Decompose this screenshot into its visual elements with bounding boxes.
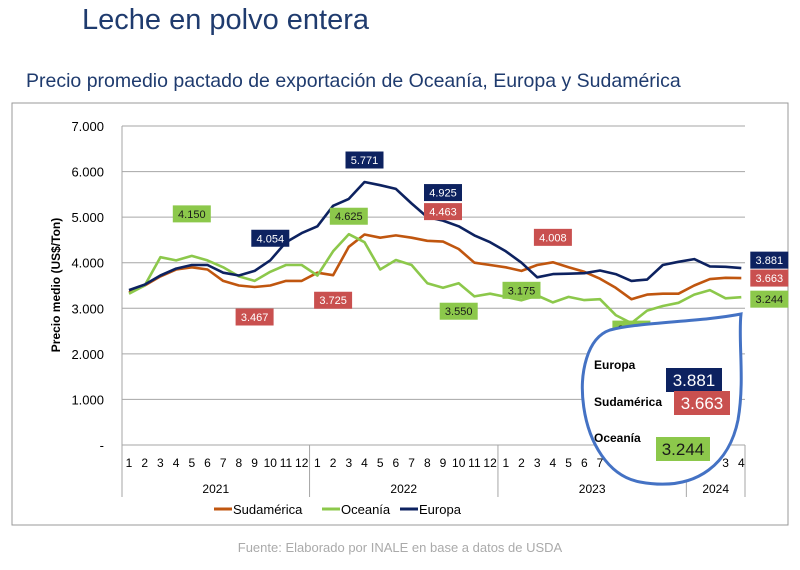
y-tick-label: 1.000	[71, 392, 104, 407]
x-tick-label: 7	[408, 456, 415, 470]
data-label: 3.881	[756, 255, 784, 267]
page-title: Leche en polvo entera	[82, 4, 369, 36]
x-tick-label: 5	[188, 456, 195, 470]
source-note: Fuente: Elaborado por INALE en base a da…	[237, 540, 563, 555]
x-tick-label: 8	[424, 456, 431, 470]
data-label-box	[314, 291, 353, 309]
year-label: 2021	[202, 482, 229, 496]
y-tick-label: 4.000	[71, 256, 104, 271]
y-axis-label: Precio medio (US$/Ton)	[49, 218, 63, 352]
data-label-box	[251, 229, 290, 247]
legend-label: Sudamérica	[233, 502, 303, 517]
data-label-box	[345, 151, 384, 169]
x-tick-label: 3	[722, 456, 729, 470]
callout-value: 3.881	[673, 371, 716, 390]
series-line-oceanía	[128, 232, 742, 325]
year-label: 2024	[702, 482, 729, 496]
x-tick-label: 4	[361, 456, 368, 470]
data-label-box	[750, 290, 789, 308]
x-tick-label: 12	[295, 456, 309, 470]
callout-label: Sudamérica	[594, 395, 662, 409]
y-tick-label: -	[100, 438, 104, 453]
callout-value-box	[674, 391, 730, 415]
x-tick-label: 1	[314, 456, 321, 470]
series-line-sudamérica	[128, 233, 742, 301]
data-label-box	[502, 281, 541, 299]
y-tick-label: 7.000	[71, 119, 104, 134]
x-tick-label: 2	[518, 456, 525, 470]
x-tick-label: 10	[264, 456, 278, 470]
data-label-box	[439, 302, 478, 320]
x-tick-label: 6	[204, 456, 211, 470]
data-label: 3.663	[756, 273, 784, 285]
legend-label: Oceanía	[341, 502, 391, 517]
x-tick-label: 9	[251, 456, 258, 470]
x-tick-label: 7	[597, 456, 604, 470]
data-label-box	[424, 184, 462, 202]
data-label: 3.175	[508, 285, 536, 297]
data-label: 4.463	[429, 207, 457, 219]
callout-value: 3.244	[662, 440, 705, 459]
x-tick-label: 12	[483, 456, 497, 470]
data-label: 4.925	[429, 188, 457, 200]
data-label: 3.725	[319, 295, 347, 307]
x-tick-label: 8	[236, 456, 243, 470]
x-tick-label: 5	[377, 456, 384, 470]
x-tick-label: 10	[452, 456, 466, 470]
y-tick-label: 3.000	[71, 301, 104, 316]
x-tick-label: 2	[330, 456, 337, 470]
callout-value: 3.663	[681, 394, 724, 413]
callout-label: Oceanía	[594, 431, 641, 445]
data-label: 3.244	[756, 294, 784, 306]
data-label: 4.054	[257, 233, 285, 245]
x-tick-label: 1	[502, 456, 509, 470]
data-label-box	[235, 308, 274, 326]
data-label-box	[750, 269, 789, 287]
year-label: 2022	[390, 482, 417, 496]
y-tick-label: 2.000	[71, 347, 104, 362]
x-tick-label: 11	[280, 456, 293, 470]
data-label-box	[533, 228, 572, 246]
data-label-box	[172, 205, 211, 223]
chart-subtitle: Precio promedio pactado de exportación d…	[26, 70, 681, 92]
data-label: 4.150	[178, 209, 206, 221]
data-label: 3.467	[241, 312, 269, 324]
y-tick-label: 6.000	[71, 165, 104, 180]
x-tick-label: 7	[220, 456, 227, 470]
x-tick-label: 3	[534, 456, 541, 470]
callout-value-box	[656, 437, 710, 461]
x-tick-label: 6	[393, 456, 400, 470]
x-tick-label: 9	[440, 456, 447, 470]
x-tick-label: 6	[581, 456, 588, 470]
x-tick-label: 4	[738, 456, 745, 470]
data-label: 4.008	[539, 232, 567, 244]
data-label-box	[750, 251, 789, 269]
x-tick-label: 2	[141, 456, 148, 470]
x-tick-label: 4	[550, 456, 557, 470]
callout-label: Europa	[594, 358, 636, 372]
legend-label: Europa	[419, 502, 462, 517]
data-label: 5.771	[351, 155, 379, 167]
data-label-box	[424, 203, 462, 221]
x-tick-label: 3	[157, 456, 164, 470]
y-tick-label: 5.000	[71, 210, 104, 225]
year-label: 2023	[579, 482, 606, 496]
x-tick-label: 1	[126, 456, 133, 470]
x-tick-label: 11	[468, 456, 481, 470]
x-tick-label: 4	[173, 456, 180, 470]
data-label: 3.550	[445, 306, 473, 318]
data-label: 4.625	[335, 211, 363, 223]
x-tick-label: 5	[565, 456, 572, 470]
data-label-box	[329, 207, 368, 225]
x-tick-label: 3	[345, 456, 352, 470]
callout-value-box	[666, 368, 722, 392]
